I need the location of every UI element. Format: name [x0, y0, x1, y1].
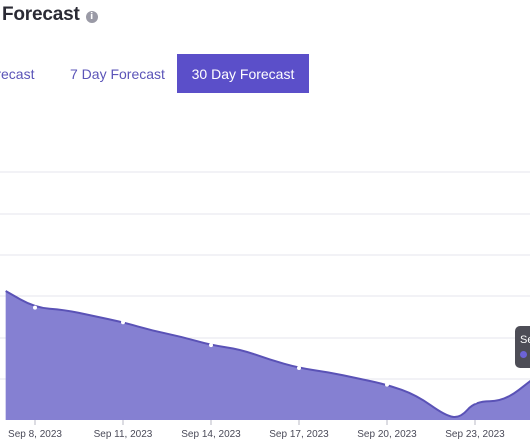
chart-grid — [0, 171, 530, 380]
tab-30-day-forecast[interactable]: 30 Day Forecast — [177, 54, 309, 93]
x-tick-label: Sep 17, 2023 — [269, 429, 329, 440]
data-point[interactable] — [209, 343, 213, 348]
x-axis: Sep 8, 2023 Sep 11, 2023 Sep 14, 2023 Sep 1… — [8, 420, 505, 440]
chart-tooltip: Se — [515, 326, 530, 368]
data-point[interactable] — [33, 305, 37, 310]
header: Forecast i — [0, 0, 98, 30]
info-icon[interactable]: i — [85, 10, 98, 23]
data-point[interactable] — [385, 382, 389, 387]
x-tick-label: Sep 23, 2023 — [445, 429, 505, 440]
data-point[interactable] — [121, 320, 125, 325]
data-point[interactable] — [297, 366, 301, 370]
tooltip-series-dot — [520, 351, 527, 358]
forecast-line — [5, 290, 530, 418]
tooltip-label: Se — [520, 334, 530, 346]
x-tick-label: Sep 20, 2023 — [357, 429, 417, 440]
forecast-area — [5, 291, 530, 420]
data-point[interactable] — [473, 399, 477, 404]
x-tick-label: Sep 8, 2023 — [8, 429, 62, 440]
chart-markers — [33, 305, 477, 404]
tab-7-day-forecast[interactable]: 7 Day Forecast — [70, 65, 165, 82]
page-title: Forecast — [2, 4, 80, 25]
tab-forecast[interactable]: Forecast — [0, 65, 35, 82]
x-tick-label: Sep 11, 2023 — [94, 429, 153, 440]
x-tick-label: Sep 14, 2023 — [181, 429, 241, 440]
